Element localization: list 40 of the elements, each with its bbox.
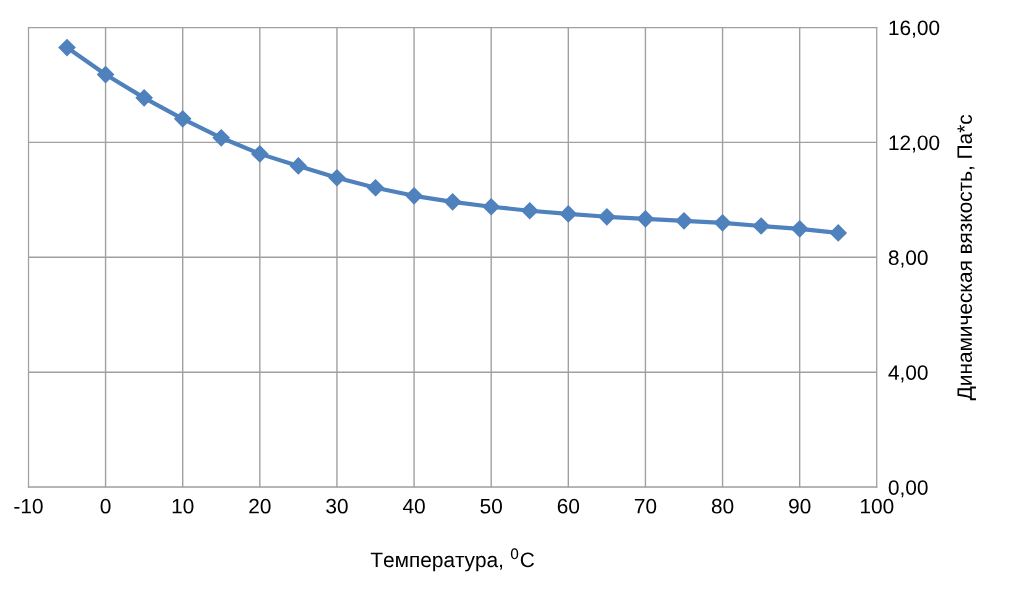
x-tick-label: 40: [402, 498, 425, 514]
x-tick-label: 30: [326, 498, 348, 514]
x-tick-label: 0: [100, 498, 111, 514]
point: [444, 193, 462, 211]
y-axis-title: Динамическая вязкость, Па*с: [957, 114, 976, 401]
point: [559, 205, 577, 223]
point: [135, 89, 153, 107]
x-tick-label: 80: [711, 498, 734, 514]
x-tick-label: 90: [789, 498, 811, 514]
point: [251, 145, 269, 163]
x-tick-label: 10: [172, 498, 194, 514]
x-tick-label: 100: [861, 498, 894, 514]
x-tick-label: 70: [634, 498, 657, 514]
point: [829, 224, 847, 242]
point: [521, 202, 539, 220]
point: [675, 212, 693, 230]
point: [212, 129, 230, 147]
y-tick-label: 0,00: [888, 480, 928, 498]
y-tick-label: 16,00: [889, 20, 940, 38]
point: [714, 214, 732, 232]
y-tick-label: 12,00: [889, 135, 940, 153]
point: [174, 110, 192, 128]
point: [328, 169, 346, 187]
point: [598, 208, 616, 226]
point: [366, 179, 385, 197]
point: [752, 217, 770, 235]
x-tick-label: 20: [249, 498, 271, 514]
x-tick-label: 60: [557, 498, 580, 514]
point: [636, 210, 654, 228]
point: [405, 187, 423, 205]
y-tick-label: 4,00: [888, 365, 928, 383]
x-axis-title: Температура, $^{0}$C: [370, 548, 535, 572]
x-tick-label: -10: [14, 498, 43, 514]
x-tick-label: 50: [480, 498, 502, 514]
point: [97, 66, 115, 84]
point: [289, 157, 307, 175]
point: [58, 39, 76, 57]
point: [482, 198, 500, 216]
point: [791, 220, 809, 238]
y-tick-label: 8,00: [888, 250, 928, 268]
